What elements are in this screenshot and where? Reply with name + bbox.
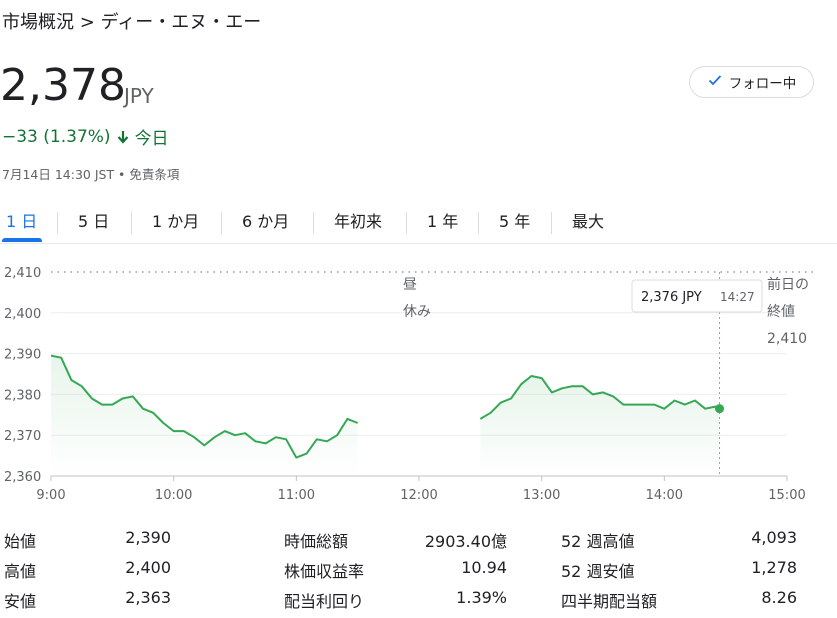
y-tick-label: 2,390 bbox=[4, 348, 41, 363]
series-line bbox=[479, 375, 720, 420]
timestamp-disclaimer[interactable]: 7月14日 14:30 JST • 免責条項 bbox=[2, 167, 180, 182]
y-tick-label: 2,410 bbox=[4, 266, 41, 281]
stat-label: 株価収益率 bbox=[284, 562, 365, 581]
stat-value: 2,390 bbox=[125, 528, 171, 547]
tab-divider bbox=[131, 212, 132, 234]
stat-label: 52 週安値 bbox=[561, 562, 635, 581]
tab-max[interactable]: 最大 bbox=[572, 212, 605, 231]
tab-divider bbox=[221, 212, 222, 234]
stat-value: 2,400 bbox=[125, 558, 171, 577]
hover-point bbox=[715, 404, 725, 414]
tab-1m[interactable]: 1 か月 bbox=[152, 212, 200, 231]
x-tick-label: 11:00 bbox=[278, 488, 315, 503]
stat-value: 1,278 bbox=[751, 558, 797, 577]
previous-close-value: 2,410 bbox=[767, 331, 807, 347]
x-tick-label: 14:00 bbox=[646, 488, 683, 503]
x-tick-label: 9:00 bbox=[36, 488, 65, 503]
lunch-break-label: 休み bbox=[403, 304, 431, 320]
tab-5d[interactable]: 5 日 bbox=[78, 212, 110, 231]
stats-row: 始値 2,390 時価総額 2903.40億 52 週高値 4,093 bbox=[0, 528, 837, 558]
tabs-divider-line bbox=[0, 243, 837, 244]
stat-label: 四半期配当額 bbox=[561, 592, 658, 611]
y-tick-label: 2,400 bbox=[4, 307, 41, 322]
previous-close-label: 終値 bbox=[767, 304, 795, 320]
stat-value: 1.39% bbox=[456, 588, 507, 607]
tab-divider bbox=[406, 212, 407, 234]
lunch-break-label: 昼 bbox=[403, 277, 417, 293]
tooltip-box bbox=[631, 279, 763, 313]
stat-value: 2,363 bbox=[125, 588, 171, 607]
tab-1d[interactable]: 1 日 bbox=[6, 212, 38, 231]
change-amount: −33 (1.37%) bbox=[2, 126, 111, 147]
price-change: −33 (1.37%) 今日 bbox=[2, 124, 169, 150]
follow-button[interactable]: フォロー中 bbox=[689, 66, 814, 98]
previous-close-label: 前日の bbox=[767, 276, 809, 293]
breadcrumb: 市場概況 > ディー・エヌ・エー bbox=[2, 12, 262, 33]
series-line bbox=[50, 354, 359, 459]
series-area bbox=[480, 376, 720, 476]
x-tick-label: 13:00 bbox=[523, 488, 560, 503]
stat-value: 8.26 bbox=[761, 588, 797, 607]
stat-value: 2903.40億 bbox=[424, 532, 507, 551]
stat-label: 高値 bbox=[4, 562, 37, 581]
x-tick-label: 12:00 bbox=[400, 488, 437, 503]
series-area bbox=[51, 355, 358, 476]
x-tick-label: 15:00 bbox=[768, 488, 805, 503]
arrow-down-icon bbox=[116, 130, 130, 144]
check-icon bbox=[707, 72, 723, 92]
change-period: 今日 bbox=[134, 129, 169, 149]
stat-label: 始値 bbox=[4, 532, 37, 551]
tab-divider bbox=[57, 212, 58, 234]
stat-label: 52 週高値 bbox=[561, 532, 635, 551]
stat-value: 4,093 bbox=[751, 528, 797, 547]
tab-divider bbox=[551, 212, 552, 234]
y-tick-label: 2,360 bbox=[4, 470, 41, 485]
x-tick-label: 10:00 bbox=[155, 488, 192, 503]
y-tick-label: 2,370 bbox=[4, 429, 41, 444]
y-tick-label: 2,380 bbox=[4, 388, 41, 403]
tooltip-price: 2,376 JPY bbox=[641, 290, 702, 305]
stats-row: 高値 2,400 株価収益率 10.94 52 週安値 1,278 bbox=[0, 558, 837, 588]
stat-label: 時価総額 bbox=[284, 532, 349, 551]
tab-divider bbox=[313, 212, 314, 234]
stat-label: 配当利回り bbox=[284, 592, 365, 611]
tab-ytd[interactable]: 年初来 bbox=[334, 212, 383, 231]
follow-button-label: フォロー中 bbox=[728, 76, 797, 92]
tab-5y[interactable]: 5 年 bbox=[499, 212, 531, 231]
current-price: 2,378 bbox=[0, 60, 126, 111]
tab-divider bbox=[478, 212, 479, 234]
tab-1y[interactable]: 1 年 bbox=[427, 212, 459, 231]
tooltip-time: 14:27 bbox=[720, 290, 755, 304]
currency-label: JPY bbox=[124, 84, 154, 108]
price-chart[interactable]: 2,410 2,400 2,390 2,380 2,370 2,360 9:00 10:00 1… bbox=[0, 258, 837, 510]
range-tabs: 1 日 5 日 1 か月 6 か月 年初来 1 年 5 年 最大 bbox=[0, 208, 837, 244]
active-tab-indicator bbox=[2, 238, 42, 242]
tab-6m[interactable]: 6 か月 bbox=[242, 212, 290, 231]
stats-row: 安値 2,363 配当利回り 1.39% 四半期配当額 8.26 bbox=[0, 588, 837, 618]
stat-label: 安値 bbox=[4, 592, 37, 611]
stat-value: 10.94 bbox=[461, 558, 507, 577]
